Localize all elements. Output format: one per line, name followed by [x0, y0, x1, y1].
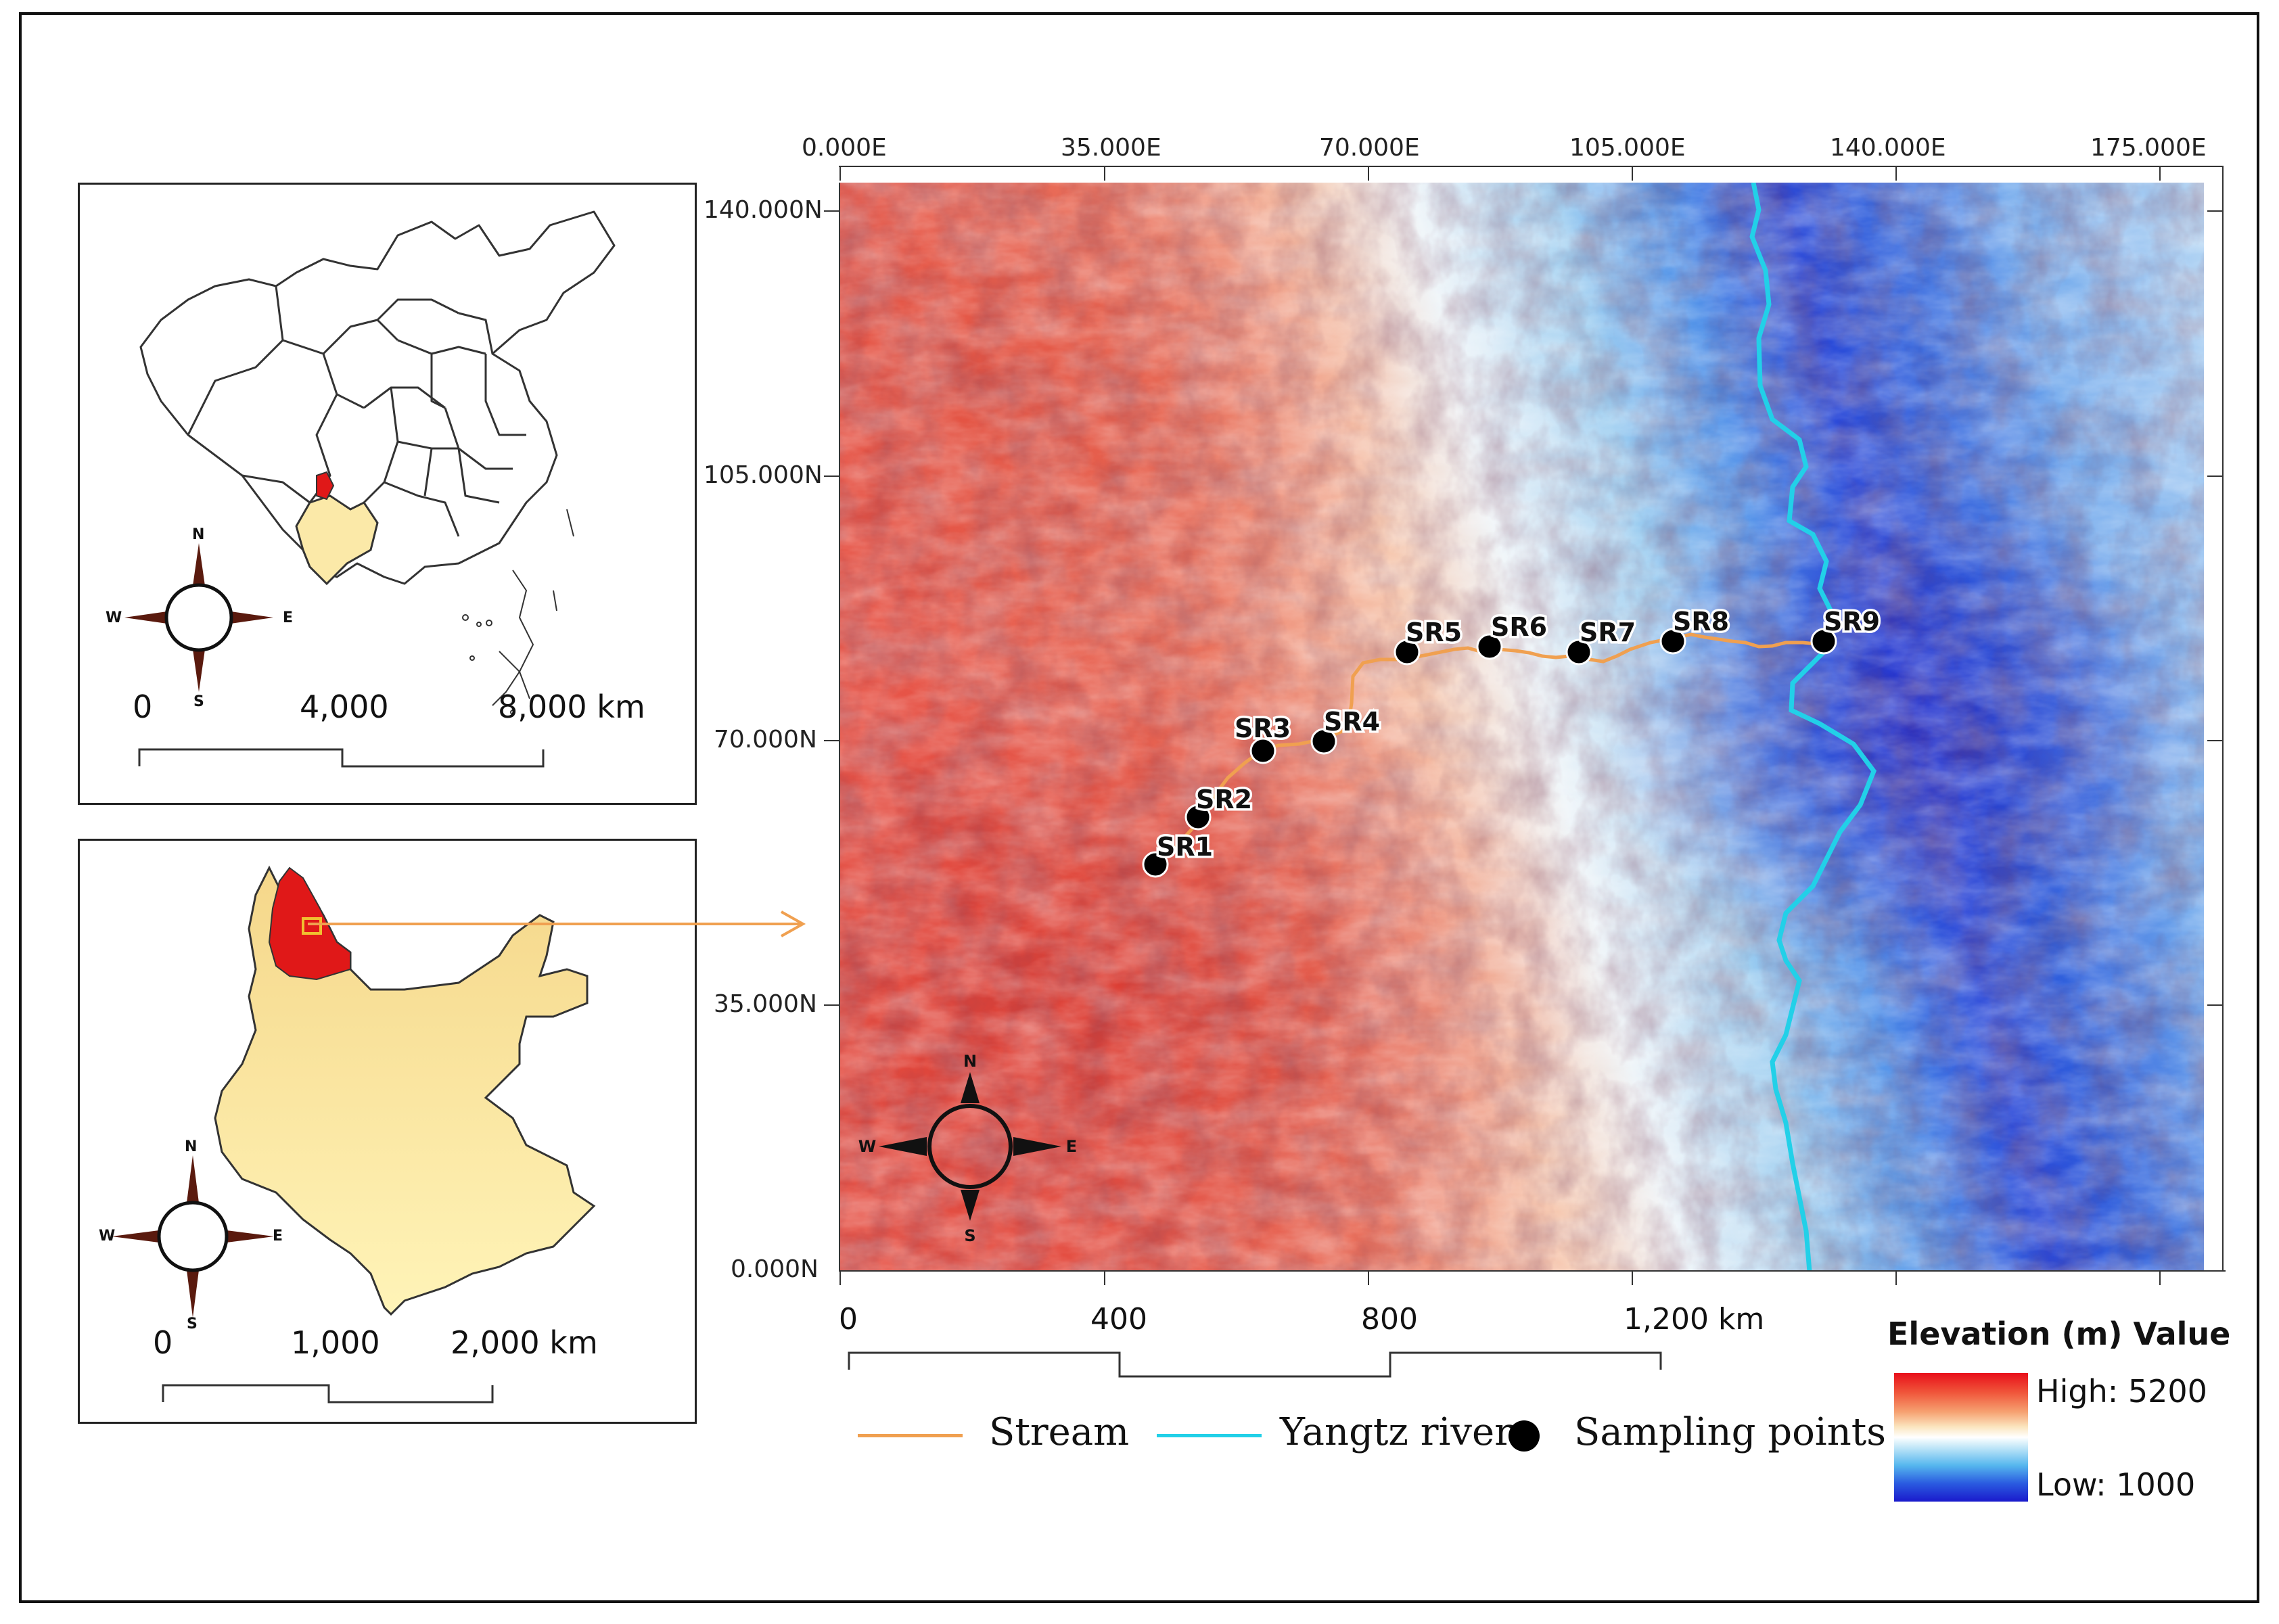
yangtze-river-line — [1749, 183, 1877, 1272]
yunnan-province-shape — [214, 865, 596, 1316]
sr5-label: SR5 — [1406, 618, 1462, 647]
china-compass-icon — [124, 543, 273, 692]
sampling-point-sr5 — [1394, 639, 1421, 666]
sr4-label: SR4 — [1324, 707, 1380, 737]
sampling-point-sr9 — [1810, 628, 1837, 655]
china-inset-map: 0 4,000 8,000 km N S E W — [78, 183, 697, 805]
figure-frame — [19, 12, 2259, 1603]
yunnan-scale-max: 2,000 km — [451, 1324, 598, 1361]
map-left-edge — [839, 183, 840, 1272]
legend-river-swatch — [1157, 1434, 1262, 1437]
sr1-label: SR1 — [1157, 832, 1213, 862]
left-axis-label-0: 140.000N — [704, 196, 823, 224]
yunnan-inset-map: 0 1,000 2,000 km N S E W — [78, 839, 697, 1424]
sr8-label: SR8 — [1673, 607, 1729, 636]
svg-text:S: S — [964, 1226, 975, 1245]
left-axis-label-2: 70.000N — [714, 726, 817, 753]
legend-stream-swatch — [858, 1434, 963, 1437]
top-axis-label-5: 175.000E — [2090, 134, 2207, 162]
map-top-edge — [839, 166, 2222, 167]
china-outline-svg — [124, 210, 616, 768]
study-area-box — [302, 917, 322, 935]
sr7-label: SR7 — [1580, 618, 1636, 647]
china-compass-s-label: S — [193, 693, 204, 710]
sampling-point-sr7 — [1565, 639, 1592, 666]
sampling-point-sr3 — [1249, 737, 1276, 764]
china-compass-n-label: N — [192, 526, 205, 543]
main-scale-400: 400 — [1090, 1302, 1147, 1337]
sr9-label: SR9 — [1824, 607, 1880, 636]
sampling-point-sr4 — [1310, 728, 1337, 755]
yunnan-province-highlight — [295, 494, 379, 586]
left-axis-label-4: 0.000N — [731, 1255, 819, 1283]
yunnan-compass-n-label: N — [185, 1138, 198, 1155]
elevation-color-ramp — [1894, 1373, 2028, 1502]
study-region-highlight — [316, 471, 335, 501]
svg-text:E: E — [1066, 1137, 1077, 1156]
elevation-legend-title: Elevation (m) Value — [1887, 1316, 2231, 1352]
elevation-low-label: Low: 1000 — [2036, 1466, 2196, 1503]
sr3-label: SR3 — [1235, 714, 1291, 743]
top-axis-label-1: 35.000E — [1061, 134, 1161, 162]
elevation-map: SR1 SR2 SR3 SR4 SR5 SR6 SR7 SR8 SR9 N S … — [839, 183, 2205, 1272]
svg-text:N: N — [963, 1052, 977, 1071]
legend-points-label: Sampling points — [1574, 1410, 1887, 1454]
sampling-points — [1142, 628, 1837, 878]
left-axis-label-3: 35.000N — [714, 990, 817, 1018]
china-scale-max: 8,000 km — [498, 689, 645, 725]
sr6-label: SR6 — [1491, 612, 1547, 642]
yunnan-scale-bar — [162, 1384, 494, 1403]
china-scale-bar — [138, 748, 545, 768]
china-scale-0: 0 — [133, 689, 153, 725]
sampling-point-sr1 — [1142, 851, 1169, 878]
map-bottom-edge — [839, 1270, 2226, 1272]
elevation-raster: SR1 SR2 SR3 SR4 SR5 SR6 SR7 SR8 SR9 N S … — [839, 183, 2205, 1272]
yunnan-scale-0: 0 — [153, 1324, 173, 1361]
top-axis-label-4: 140.000E — [1830, 134, 1946, 162]
legend-points-swatch — [1509, 1420, 1540, 1452]
elevation-high-label: High: 5200 — [2036, 1373, 2207, 1410]
sampling-point-sr8 — [1659, 628, 1686, 655]
main-scale-bar — [848, 1351, 1662, 1378]
legend-stream-label: Stream — [989, 1410, 1130, 1454]
main-scale-0: 0 — [839, 1302, 858, 1337]
top-axis-label-3: 105.000E — [1569, 134, 1686, 162]
map-right-edge — [2222, 166, 2224, 1272]
yunnan-compass-s-label: S — [187, 1316, 198, 1332]
main-scale-800: 800 — [1361, 1302, 1418, 1337]
yunnan-compass-icon — [112, 1155, 274, 1318]
svg-text:W: W — [858, 1137, 876, 1156]
china-compass-w-label: W — [106, 609, 122, 626]
connector-arrow — [308, 910, 806, 937]
left-axis-label-1: 105.000N — [704, 461, 823, 489]
yunnan-outline-svg — [112, 865, 596, 1403]
yunnan-scale-mid: 1,000 — [291, 1324, 380, 1361]
top-axis-label-0: 0.000E — [802, 134, 887, 162]
top-axis-label-2: 70.000E — [1319, 134, 1420, 162]
china-scale-mid: 4,000 — [300, 689, 389, 725]
main-scale-1200: 1,200 km — [1624, 1302, 1765, 1337]
yunnan-compass-e-label: E — [273, 1228, 283, 1245]
sr2-label: SR2 — [1196, 785, 1252, 814]
yunnan-compass-w-label: W — [99, 1228, 116, 1245]
legend-river-label: Yangtz river — [1280, 1410, 1513, 1454]
china-compass-e-label: E — [283, 609, 294, 626]
sampling-point-sr2 — [1184, 804, 1212, 831]
main-compass-icon: N S E W — [858, 1052, 1077, 1245]
sampling-point-sr6 — [1476, 633, 1503, 660]
